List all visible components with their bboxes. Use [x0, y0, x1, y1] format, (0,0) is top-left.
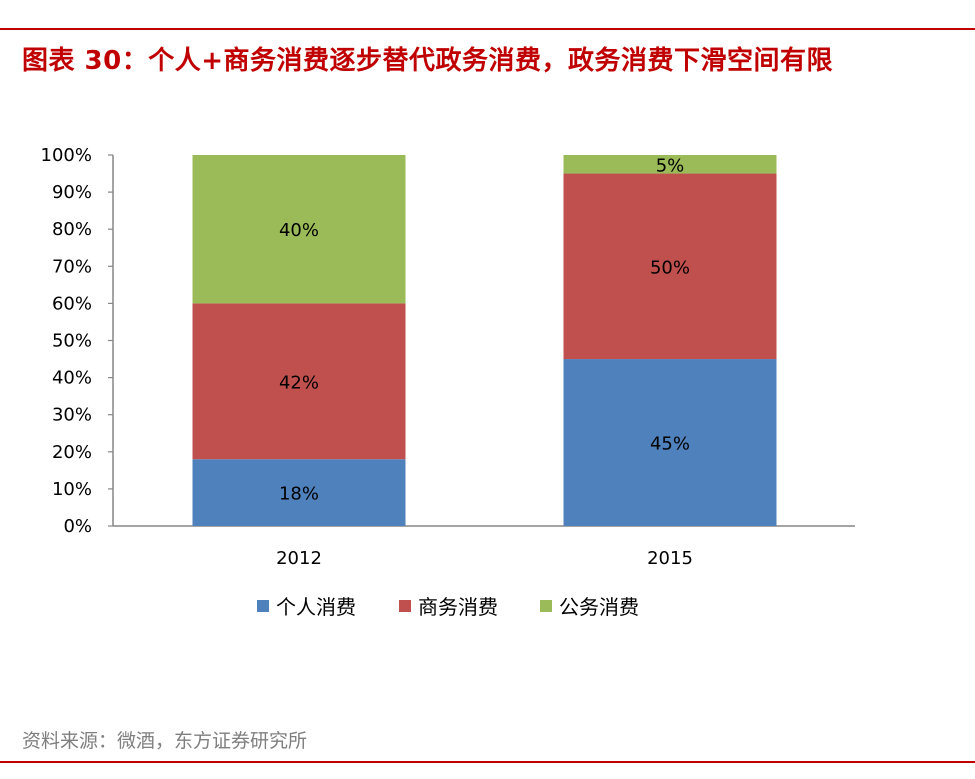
data-label: 42%	[279, 372, 319, 393]
data-label: 45%	[650, 434, 690, 455]
y-tick-label: 0%	[63, 516, 92, 537]
y-tick-label: 90%	[52, 182, 92, 203]
data-label: 40%	[279, 220, 319, 241]
x-tick-label: 2012	[276, 548, 322, 569]
chart-title: 图表 30：个人+商务消费逐步替代政务消费，政务消费下滑空间有限	[22, 46, 834, 76]
y-tick-label: 60%	[52, 293, 92, 314]
bottom-rule	[0, 761, 975, 763]
chart-ticks: 0% 10% 20% 30% 40% 50% 60% 70% 80% 90% 100% 2012 201…	[41, 145, 693, 569]
data-label: 50%	[650, 257, 690, 278]
legend-swatch	[257, 600, 269, 612]
y-tick-label: 30%	[52, 405, 92, 426]
bar-segment	[563, 155, 777, 174]
bar-segment	[192, 155, 406, 304]
legend-label: 公务消费	[559, 595, 639, 619]
y-tick-label: 50%	[52, 331, 92, 352]
top-rule	[0, 28, 975, 30]
y-tick-label: 80%	[52, 219, 92, 240]
chart-data-labels: 18% 42% 40% 45% 50% 5%	[279, 155, 690, 504]
stacked-bar-chart: 0% 10% 20% 30% 40% 50% 60% 70% 80% 90% 100% 2012 201…	[41, 145, 855, 619]
bar-segment	[563, 173, 777, 360]
y-tick-label: 40%	[52, 368, 92, 389]
bar-segment	[563, 359, 777, 526]
x-tick-label: 2015	[647, 548, 693, 569]
legend-swatch	[540, 600, 552, 612]
legend-swatch	[399, 600, 411, 612]
data-label: 5%	[656, 155, 685, 176]
y-tick-label: 100%	[41, 145, 92, 166]
y-tick-label: 20%	[52, 442, 92, 463]
y-tick-label: 10%	[52, 479, 92, 500]
source-note: 资料来源：微酒，东方证券研究所	[22, 730, 308, 752]
legend-label: 个人消费	[276, 595, 356, 619]
data-label: 18%	[279, 484, 319, 505]
chart-legend: 个人消费 商务消费 公务消费	[257, 595, 639, 619]
legend-label: 商务消费	[418, 595, 498, 619]
bar-segment	[192, 459, 406, 526]
y-tick-label: 70%	[52, 256, 92, 277]
chart-bars	[192, 155, 777, 526]
bar-segment	[192, 303, 406, 460]
